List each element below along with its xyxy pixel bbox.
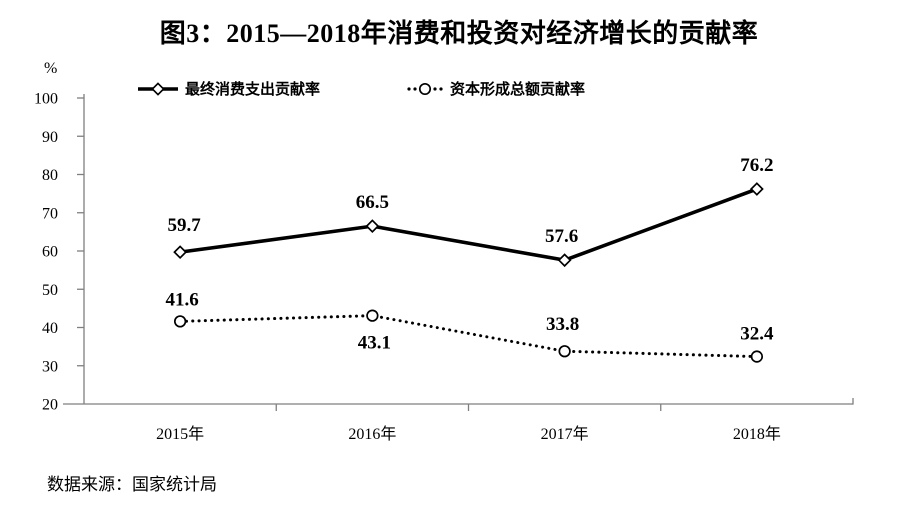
chart-title: 图3：2015—2018年消费和投资对经济增长的贡献率 bbox=[159, 19, 759, 48]
y-tick-label: 80 bbox=[42, 167, 58, 184]
data-point-label: 33.8 bbox=[546, 314, 579, 335]
x-axis-label: 2017年 bbox=[541, 425, 589, 443]
y-tick-label: 70 bbox=[42, 205, 58, 222]
x-axis-label: 2016年 bbox=[348, 425, 396, 443]
diamond-marker bbox=[557, 253, 572, 268]
data-point-label: 59.7 bbox=[168, 215, 202, 236]
y-tick-label: 50 bbox=[42, 282, 58, 299]
diamond-marker bbox=[365, 219, 380, 234]
legend: 最终消费支出贡献率 资本形成总额贡献率 bbox=[137, 78, 585, 99]
data-point-label: 32.4 bbox=[740, 324, 774, 345]
dotted-line-circle-icon bbox=[407, 82, 443, 95]
y-axis-unit-label: % bbox=[44, 60, 58, 77]
y-tick-label: 20 bbox=[42, 397, 58, 414]
x-axis-label: 2015年 bbox=[156, 425, 204, 443]
y-tick-label: 100 bbox=[34, 91, 58, 108]
diamond-marker bbox=[173, 245, 188, 260]
circle-marker bbox=[750, 350, 764, 363]
y-tick-label: 30 bbox=[42, 358, 58, 375]
diamond-marker bbox=[749, 182, 764, 196]
data-point-label: 43.1 bbox=[358, 333, 391, 354]
legend-label-consumption: 最终消费支出贡献率 bbox=[185, 82, 321, 98]
data-point-label: 76.2 bbox=[740, 155, 773, 176]
data-point-label: 41.6 bbox=[166, 289, 199, 310]
circle-marker bbox=[558, 345, 571, 358]
data-point-label: 66.5 bbox=[356, 192, 389, 213]
series-line-capital bbox=[178, 314, 759, 359]
legend-item-consumption: 最终消费支出贡献率 bbox=[137, 78, 320, 99]
legend-label-capital: 资本形成总额贡献率 bbox=[450, 82, 586, 98]
x-axis-label: 2018年 bbox=[733, 425, 781, 443]
data-point-label: 57.6 bbox=[545, 226, 578, 247]
circle-marker bbox=[173, 315, 187, 328]
legend-item-capital: 资本形成总额贡献率 bbox=[406, 78, 585, 99]
source-note: 数据来源：国家统计局 bbox=[47, 475, 217, 494]
y-tick-label: 40 bbox=[42, 320, 58, 337]
solid-line-diamond-icon bbox=[138, 81, 178, 96]
circle-marker bbox=[366, 309, 379, 322]
y-tick-label: 90 bbox=[42, 129, 58, 146]
y-tick-label: 60 bbox=[42, 244, 58, 261]
series-line-consumption bbox=[179, 187, 758, 263]
